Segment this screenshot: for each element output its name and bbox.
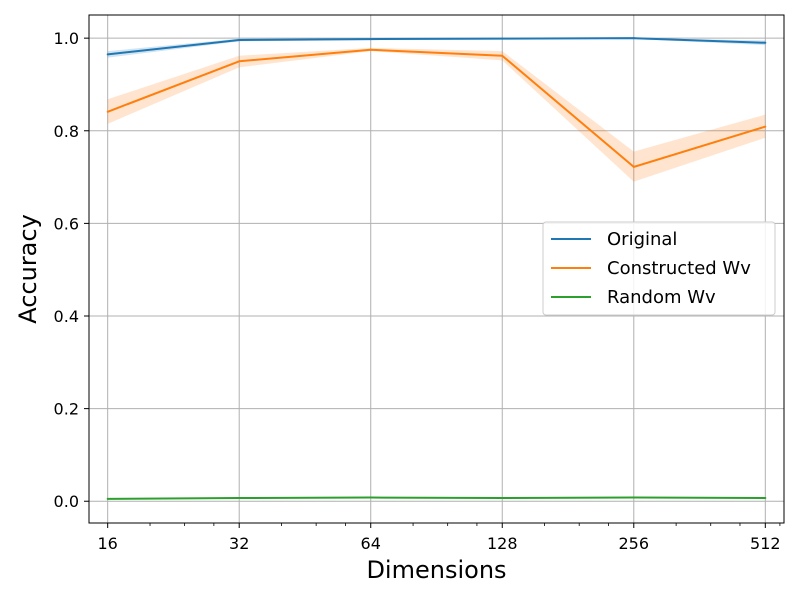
x-tick-label: 512 — [750, 534, 781, 553]
random-wv-point — [238, 496, 241, 499]
original-point — [632, 37, 635, 40]
constructed-wv-point — [632, 165, 635, 168]
constructed-wv-point — [369, 48, 372, 51]
y-tick-label: 0.8 — [54, 122, 79, 141]
original-point — [238, 39, 241, 42]
axis-ticks: 16 32 64 128 256 512 0.0 0.2 0.4 0.6 0.8 1.0 — [54, 29, 781, 553]
plot-frame — [88, 14, 785, 524]
random-wv-point — [369, 496, 372, 499]
y-tick-label: 0.4 — [54, 307, 79, 326]
original-point — [764, 41, 767, 44]
y-axis-label: Accuracy — [14, 214, 42, 324]
x-tick-label: 64 — [361, 534, 381, 553]
x-tick-label: 16 — [97, 534, 117, 553]
original-point — [501, 37, 504, 40]
original-point — [369, 38, 372, 41]
constructed-wv-point — [501, 54, 504, 57]
random-wv-point — [106, 497, 109, 500]
y-tick-label: 0.0 — [54, 492, 79, 511]
series-lines — [106, 37, 767, 500]
legend-label-original: Original — [607, 229, 677, 250]
constructed-wv-band — [107, 47, 766, 182]
constructed-wv-point — [106, 110, 109, 113]
legend-label-random-wv: Random Wv — [607, 287, 716, 308]
constructed-wv-point — [238, 60, 241, 63]
random-wv-line — [107, 496, 766, 500]
legend-box — [542, 221, 776, 316]
legend-label-constructed-wv: Constructed Wv — [607, 258, 751, 279]
x-tick-label: 128 — [487, 534, 518, 553]
y-tick-label: 0.2 — [54, 400, 79, 419]
random-wv-point — [632, 496, 635, 499]
legend: Original Constructed Wv Random Wv — [542, 221, 776, 316]
x-tick-label: 32 — [229, 534, 249, 553]
y-tick-label: 1.0 — [54, 29, 79, 48]
constructed-wv-point — [764, 125, 767, 128]
random-wv-point — [764, 496, 767, 499]
original-point — [106, 53, 109, 56]
constructed-wv-line — [107, 48, 766, 168]
random-wv-point — [501, 496, 504, 499]
original-line — [107, 37, 766, 56]
x-axis-label: Dimensions — [366, 556, 506, 584]
y-tick-label: 0.6 — [54, 214, 79, 233]
x-tick-label: 256 — [619, 534, 650, 553]
